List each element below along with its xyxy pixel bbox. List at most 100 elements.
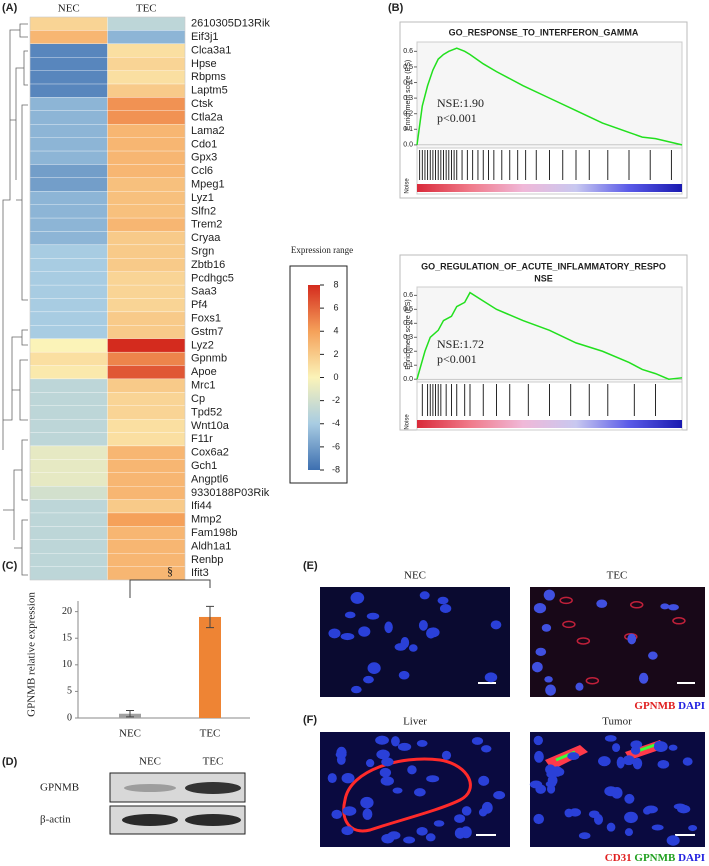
y-tick-label: 0.4 bbox=[403, 79, 413, 86]
significance-bracket bbox=[129, 579, 211, 598]
nucleus bbox=[403, 836, 416, 844]
heatmap-cell bbox=[29, 418, 108, 433]
row-label: Clca3a1 bbox=[191, 44, 231, 56]
nucleus bbox=[381, 833, 395, 844]
heatmap-cell bbox=[107, 70, 186, 85]
heatmap-cell bbox=[107, 486, 186, 500]
plot-title: GO_REGULATION_OF_ACUTE_INFLAMMATORY_RESP… bbox=[421, 261, 666, 271]
panel-labels: (A) (B) (C) (D) (E) (F) bbox=[2, 2, 404, 768]
nucleus bbox=[596, 599, 608, 608]
nucleus bbox=[604, 786, 618, 797]
nucleus bbox=[327, 773, 337, 784]
heatmap-cell bbox=[107, 244, 186, 259]
colorbar-tick-label: 6 bbox=[333, 303, 338, 313]
heatmap-cell bbox=[107, 445, 186, 460]
heatmap-cell bbox=[29, 298, 108, 313]
heatmap-cell bbox=[107, 164, 186, 179]
y-tick-label: 0.4 bbox=[403, 320, 413, 327]
nucleus bbox=[481, 745, 492, 753]
heatmap-cell bbox=[107, 512, 186, 527]
nucleus bbox=[627, 633, 637, 645]
nucleus bbox=[616, 756, 625, 769]
heatmap-cell bbox=[29, 137, 108, 152]
heatmap-cell bbox=[29, 472, 108, 487]
y-tick-label: 0.2 bbox=[403, 111, 413, 118]
nucleus bbox=[471, 737, 484, 745]
heatmap-cell bbox=[29, 204, 108, 219]
western-blot: NEC TEC GPNMB β-actin bbox=[40, 756, 246, 835]
heatmap-cell bbox=[29, 83, 108, 98]
gpnmb-stain bbox=[559, 596, 573, 605]
panel-label: (D) bbox=[2, 756, 18, 768]
y-tick-label: 0.1 bbox=[403, 126, 413, 133]
stain: DAPI bbox=[678, 852, 705, 864]
heatmap-cell bbox=[29, 244, 108, 259]
nucleus bbox=[408, 644, 418, 652]
panel-label: (B) bbox=[388, 2, 404, 14]
nucleus bbox=[416, 827, 428, 836]
heatmap-cell bbox=[107, 432, 186, 447]
plot-area bbox=[416, 41, 683, 149]
nucleus bbox=[653, 741, 668, 753]
bar bbox=[199, 616, 221, 718]
micrograph bbox=[320, 587, 510, 697]
row-label: Foxs1 bbox=[191, 313, 221, 325]
y-tick-label: 0.5 bbox=[403, 64, 413, 71]
nucleus bbox=[606, 822, 616, 832]
y-axis-label: Enrichment score (ES) bbox=[405, 299, 412, 369]
row-label: GPNMB bbox=[40, 782, 79, 794]
heatmap-cell bbox=[107, 405, 186, 420]
nucleus bbox=[532, 661, 543, 673]
colorbar-tick-label: 2 bbox=[333, 349, 338, 359]
row-label: Slfn2 bbox=[191, 205, 216, 217]
heatmap-cell bbox=[107, 378, 186, 393]
vessel bbox=[545, 740, 665, 770]
y-tick-label: 10 bbox=[62, 659, 72, 670]
y-tick-label: 0.6 bbox=[403, 48, 413, 55]
nucleus bbox=[360, 796, 374, 809]
row-label: Cp bbox=[191, 393, 205, 405]
heatmap-cell bbox=[107, 137, 186, 152]
row-label: 2610305D13Rik bbox=[191, 18, 270, 30]
annotation: NSE:1.90 bbox=[437, 96, 484, 110]
row-label: Ifi44 bbox=[191, 500, 212, 512]
heatmap-cell bbox=[29, 338, 108, 353]
heatmap-cell bbox=[107, 365, 186, 380]
nucleus bbox=[624, 793, 635, 804]
nucleus bbox=[493, 790, 506, 800]
nucleus bbox=[478, 775, 490, 786]
y-tick-label: 0.0 bbox=[403, 142, 413, 149]
nucleus bbox=[688, 825, 698, 832]
nucleus bbox=[350, 591, 365, 604]
plot-title: NSE bbox=[534, 273, 553, 283]
nucleus bbox=[341, 826, 354, 836]
image-label: Tumor bbox=[602, 716, 632, 728]
row-label: 9330188P03Rik bbox=[191, 487, 270, 499]
stain-legend: GPNMB DAPI bbox=[634, 700, 705, 712]
error-bar bbox=[206, 605, 214, 629]
nucleus bbox=[365, 759, 375, 768]
heatmap-cell bbox=[29, 30, 108, 44]
gpnmb-stain bbox=[562, 620, 576, 629]
nucleus bbox=[682, 757, 693, 766]
image-label: NEC bbox=[404, 570, 426, 582]
nucleus bbox=[407, 765, 417, 775]
nucleus bbox=[533, 603, 547, 614]
blot-band bbox=[122, 814, 178, 826]
heatmap-cell bbox=[29, 43, 108, 58]
heatmap-cell bbox=[107, 392, 186, 406]
row-label: Ifit3 bbox=[191, 567, 209, 579]
panel-label: (F) bbox=[303, 714, 317, 726]
blot-band bbox=[185, 814, 241, 826]
heatmap-cell bbox=[107, 459, 186, 473]
row-label: Tpd52 bbox=[191, 406, 222, 418]
heatmap-cell bbox=[29, 459, 108, 473]
heatmap-cell bbox=[29, 110, 108, 125]
row-label: Zbtb16 bbox=[191, 259, 225, 271]
nucleus bbox=[397, 742, 412, 751]
enrichment-curve bbox=[416, 47, 683, 146]
row-label: Apoe bbox=[191, 366, 217, 378]
nucleus bbox=[376, 749, 390, 760]
nucleus bbox=[638, 672, 649, 684]
heatmap-cell bbox=[107, 177, 186, 192]
